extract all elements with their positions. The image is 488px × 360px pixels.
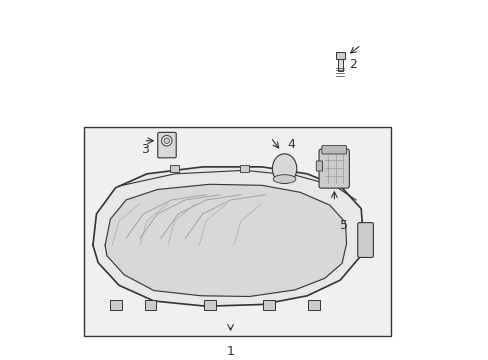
Text: 2: 2 — [348, 58, 356, 71]
Polygon shape — [105, 184, 346, 297]
Polygon shape — [335, 52, 344, 59]
Polygon shape — [93, 167, 362, 306]
Text: 5: 5 — [339, 219, 347, 232]
FancyBboxPatch shape — [357, 222, 373, 257]
FancyBboxPatch shape — [84, 127, 390, 336]
Text: 3: 3 — [141, 143, 148, 156]
FancyBboxPatch shape — [158, 132, 176, 158]
FancyBboxPatch shape — [240, 166, 248, 172]
Ellipse shape — [273, 175, 295, 183]
Text: 4: 4 — [287, 138, 295, 151]
FancyBboxPatch shape — [109, 300, 122, 310]
FancyBboxPatch shape — [170, 166, 179, 172]
Polygon shape — [337, 59, 342, 71]
FancyBboxPatch shape — [203, 300, 215, 310]
FancyBboxPatch shape — [144, 300, 156, 310]
FancyBboxPatch shape — [316, 161, 322, 171]
Text: 1: 1 — [226, 345, 234, 357]
Ellipse shape — [272, 154, 296, 183]
FancyBboxPatch shape — [263, 300, 274, 310]
FancyBboxPatch shape — [321, 145, 346, 154]
FancyBboxPatch shape — [318, 149, 348, 188]
Circle shape — [163, 138, 169, 144]
FancyBboxPatch shape — [307, 300, 320, 310]
Circle shape — [161, 135, 172, 146]
